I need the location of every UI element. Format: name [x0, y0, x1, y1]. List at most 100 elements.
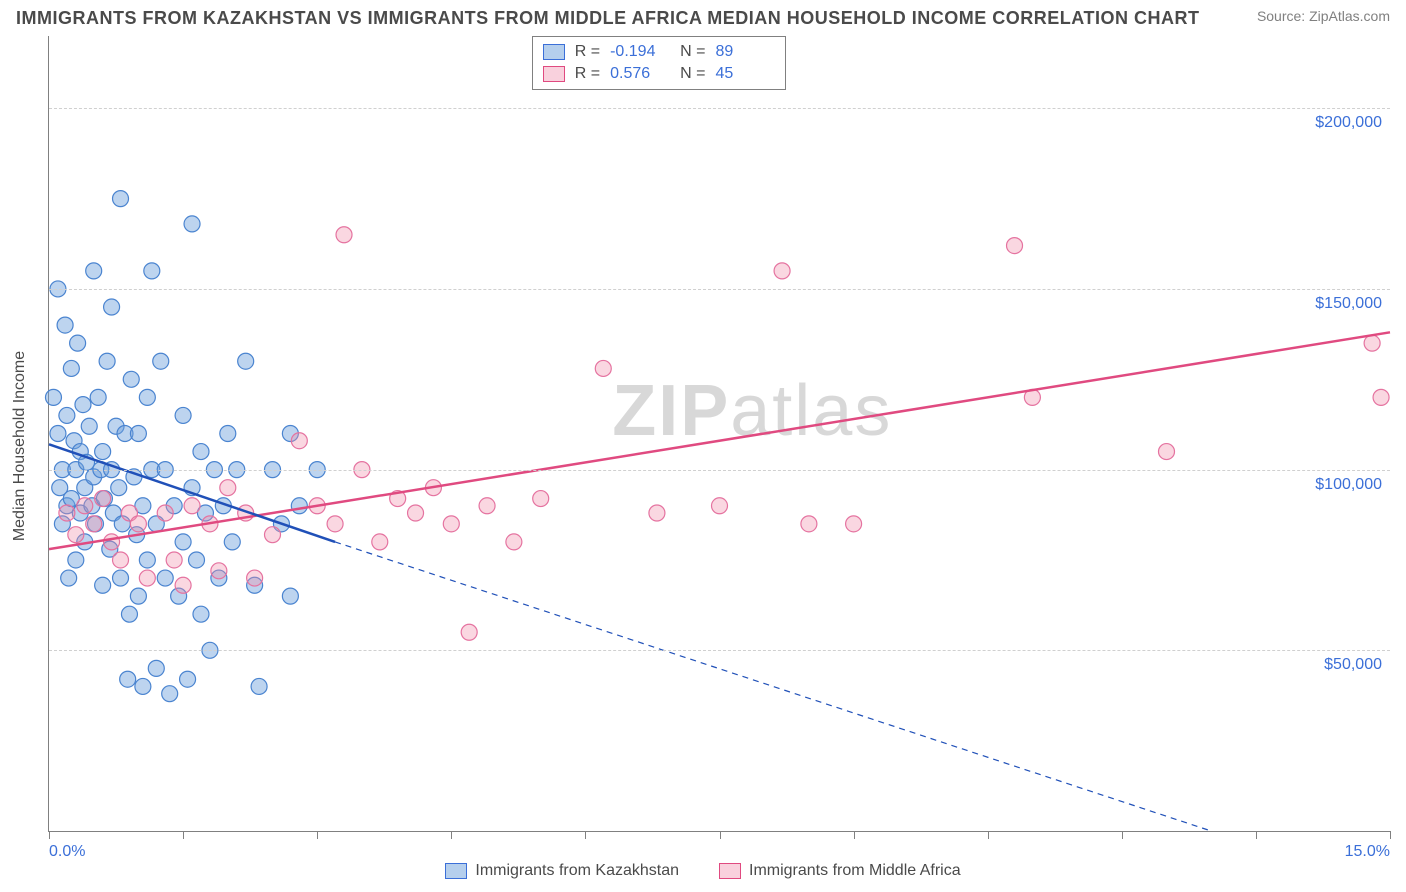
chart-plot-area: ZIPatlas R = -0.194 N = 89 R = 0.576 N =…: [48, 36, 1390, 832]
point-middle-africa: [86, 516, 102, 532]
point-kazakhstan: [50, 426, 66, 442]
r-value-a: -0.194: [610, 43, 670, 61]
gridline: [49, 289, 1390, 290]
point-kazakhstan: [95, 577, 111, 593]
swatch-pink-icon: [543, 66, 565, 82]
point-kazakhstan: [291, 498, 307, 514]
point-middle-africa: [1007, 238, 1023, 254]
point-middle-africa: [291, 433, 307, 449]
point-middle-africa: [68, 527, 84, 543]
swatch-pink-icon: [719, 863, 741, 879]
point-middle-africa: [408, 505, 424, 521]
point-kazakhstan: [184, 216, 200, 232]
y-tick-label: $100,000: [1315, 476, 1382, 494]
x-tick: [1256, 831, 1257, 839]
point-kazakhstan: [251, 678, 267, 694]
point-middle-africa: [774, 263, 790, 279]
swatch-blue-icon: [543, 44, 565, 60]
point-kazakhstan: [193, 606, 209, 622]
x-max-label: 15.0%: [1345, 843, 1390, 861]
point-middle-africa: [139, 570, 155, 586]
point-kazakhstan: [189, 552, 205, 568]
point-middle-africa: [327, 516, 343, 532]
x-tick: [317, 831, 318, 839]
x-tick: [451, 831, 452, 839]
r-value-b: 0.576: [610, 65, 670, 83]
point-kazakhstan: [175, 534, 191, 550]
point-middle-africa: [104, 534, 120, 550]
point-kazakhstan: [153, 353, 169, 369]
point-middle-africa: [184, 498, 200, 514]
point-kazakhstan: [130, 588, 146, 604]
point-middle-africa: [1159, 444, 1175, 460]
x-tick: [1390, 831, 1391, 839]
point-middle-africa: [443, 516, 459, 532]
point-middle-africa: [846, 516, 862, 532]
gridline: [49, 650, 1390, 651]
gridline: [49, 470, 1390, 471]
point-kazakhstan: [139, 389, 155, 405]
point-middle-africa: [649, 505, 665, 521]
point-kazakhstan: [68, 552, 84, 568]
point-middle-africa: [1364, 335, 1380, 351]
point-middle-africa: [175, 577, 191, 593]
point-kazakhstan: [130, 426, 146, 442]
point-middle-africa: [220, 480, 236, 496]
point-middle-africa: [59, 505, 75, 521]
chart-title: IMMIGRANTS FROM KAZAKHSTAN VS IMMIGRANTS…: [16, 8, 1199, 29]
swatch-blue-icon: [445, 863, 467, 879]
point-kazakhstan: [70, 335, 86, 351]
legend-item-b: Immigrants from Middle Africa: [719, 862, 961, 880]
point-middle-africa: [211, 563, 227, 579]
point-kazakhstan: [113, 570, 129, 586]
point-kazakhstan: [180, 671, 196, 687]
point-middle-africa: [113, 552, 129, 568]
plot-svg: [49, 36, 1390, 831]
legend-row-b: R = 0.576 N = 45: [543, 63, 776, 85]
point-middle-africa: [372, 534, 388, 550]
point-middle-africa: [247, 570, 263, 586]
gridline: [49, 108, 1390, 109]
point-middle-africa: [166, 552, 182, 568]
point-kazakhstan: [144, 263, 160, 279]
point-kazakhstan: [90, 389, 106, 405]
point-middle-africa: [533, 491, 549, 507]
point-kazakhstan: [139, 552, 155, 568]
y-tick-label: $50,000: [1324, 656, 1382, 674]
point-middle-africa: [336, 227, 352, 243]
point-kazakhstan: [95, 444, 111, 460]
point-kazakhstan: [238, 353, 254, 369]
point-kazakhstan: [148, 660, 164, 676]
correlation-legend: R = -0.194 N = 89 R = 0.576 N = 45: [532, 36, 787, 90]
y-tick-label: $200,000: [1315, 114, 1382, 132]
point-kazakhstan: [86, 263, 102, 279]
point-kazakhstan: [162, 686, 178, 702]
point-kazakhstan: [120, 671, 136, 687]
point-kazakhstan: [59, 407, 75, 423]
n-value-a: 89: [715, 43, 775, 61]
point-middle-africa: [461, 624, 477, 640]
x-tick: [854, 831, 855, 839]
point-kazakhstan: [113, 191, 129, 207]
point-middle-africa: [712, 498, 728, 514]
x-tick: [1122, 831, 1123, 839]
point-kazakhstan: [104, 299, 120, 315]
point-kazakhstan: [135, 678, 151, 694]
point-kazakhstan: [63, 360, 79, 376]
point-kazakhstan: [99, 353, 115, 369]
point-kazakhstan: [45, 389, 61, 405]
point-middle-africa: [77, 498, 93, 514]
point-kazakhstan: [224, 534, 240, 550]
point-kazakhstan: [57, 317, 73, 333]
source-text: Source: ZipAtlas.com: [1257, 8, 1390, 24]
point-kazakhstan: [81, 418, 97, 434]
x-tick: [49, 831, 50, 839]
point-middle-africa: [595, 360, 611, 376]
x-tick: [988, 831, 989, 839]
x-min-label: 0.0%: [49, 843, 85, 861]
point-middle-africa: [130, 516, 146, 532]
point-middle-africa: [95, 491, 111, 507]
legend-row-a: R = -0.194 N = 89: [543, 41, 776, 63]
point-kazakhstan: [157, 570, 173, 586]
point-kazakhstan: [282, 588, 298, 604]
